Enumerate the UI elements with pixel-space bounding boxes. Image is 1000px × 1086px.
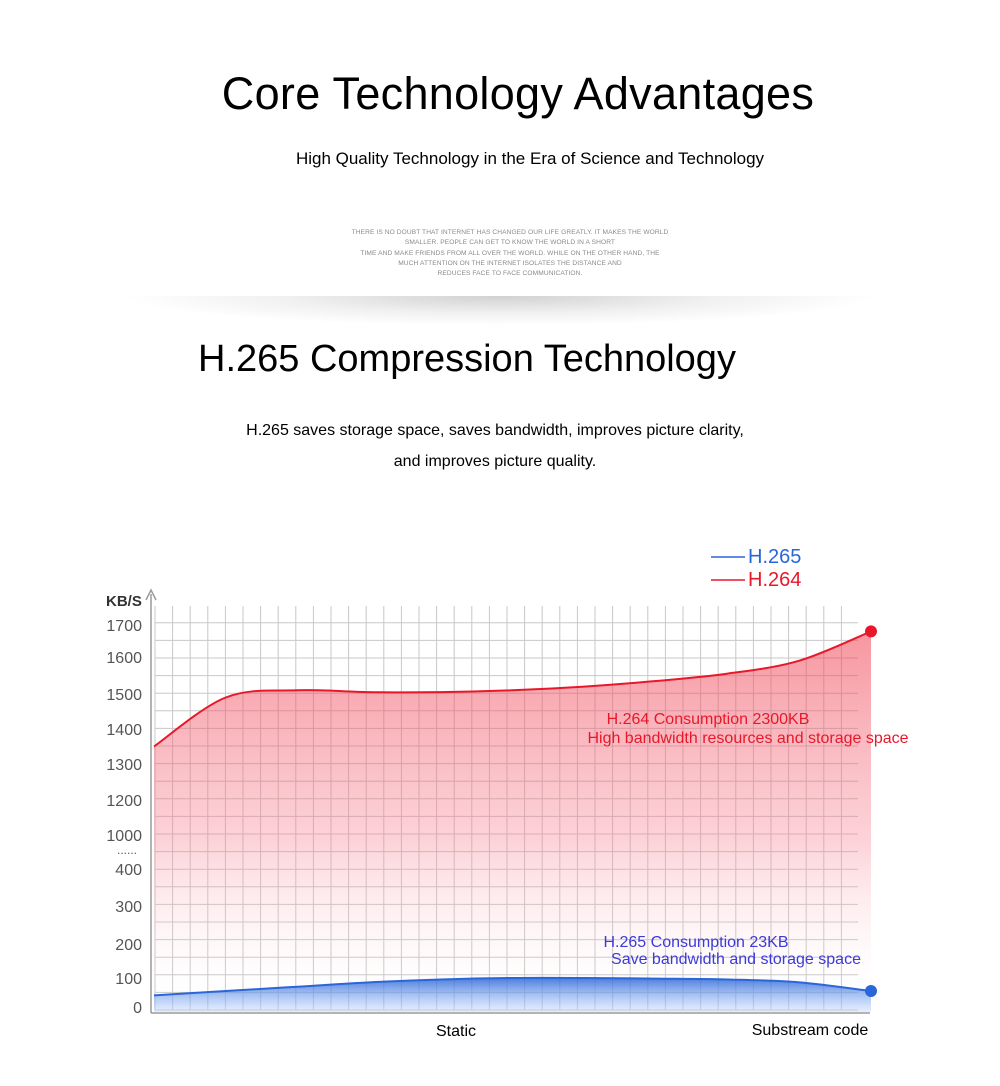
h264-annotation-description: High bandwidth resources and storage spa… (587, 730, 908, 747)
legend-label-h264: H.264 (748, 569, 801, 591)
h265-area (154, 977, 871, 1012)
y-tick-label: 1000 (106, 828, 142, 845)
x-label-substream: Substream code (752, 1022, 869, 1039)
small-print-line: SMALLER. PEOPLE CAN GET TO KNOW THE WORL… (404, 239, 616, 247)
x-label-static: Static (436, 1023, 476, 1040)
h264-end-point (865, 625, 877, 638)
small-print-line: TIME AND MAKE FRIENDS FROM ALL OVER THE … (360, 249, 660, 257)
y-tick-label: 1500 (106, 687, 142, 704)
small-print-paragraph: THERE IS NO DOUBT THAT INTERNET HAS CHAN… (320, 228, 700, 279)
main-title: Core Technology Advantages (221, 68, 815, 119)
h264-area (154, 631, 871, 1012)
chart-axes (145, 588, 870, 1014)
shadow-divider (120, 296, 880, 326)
legend-label-h265: H.265 (748, 546, 801, 568)
y-tick-label: 1200 (106, 793, 142, 810)
section-title: H.265 Compression Technology (198, 338, 736, 380)
small-print-line: MUCH ATTENTION ON THE INTERNET ISOLATES … (398, 259, 622, 267)
y-tick-label: 100 (115, 971, 142, 988)
y-tick-label: 0 (133, 1000, 142, 1017)
h265-annotation-description: Save bandwidth and storage space (611, 951, 861, 968)
h264-line (153, 630, 872, 748)
h265-end-point (865, 985, 877, 998)
y-axis-arrow (145, 588, 157, 601)
y-tick-label: 1400 (106, 722, 142, 739)
y-tick-label: 300 (115, 899, 142, 916)
section-description-line-1: H.265 saves storage space, saves bandwid… (246, 422, 744, 439)
y-axis-label: KB/S (106, 593, 142, 610)
small-print-line: THERE IS NO DOUBT THAT INTERNET HAS CHAN… (351, 229, 669, 236)
small-print-line: REDUCES FACE TO FACE COMMUNICATION. (437, 270, 583, 278)
section-description-line-2: and improves picture quality. (393, 453, 597, 470)
y-tick-label: 400 (115, 862, 142, 879)
y-tick-label: 1600 (106, 650, 142, 667)
h265-annotation-consumption: H.265 Consumption 23KB (604, 934, 789, 951)
h265-line (153, 976, 872, 997)
axis-break-mark: ...... (117, 843, 137, 857)
y-tick-label: 1700 (106, 618, 142, 635)
y-tick-label: 1300 (106, 757, 142, 774)
subtitle: High Quality Technology in the Era of Sc… (295, 149, 765, 168)
y-tick-label: 200 (115, 937, 142, 954)
h264-annotation-consumption: H.264 Consumption 2300KB (607, 711, 810, 728)
